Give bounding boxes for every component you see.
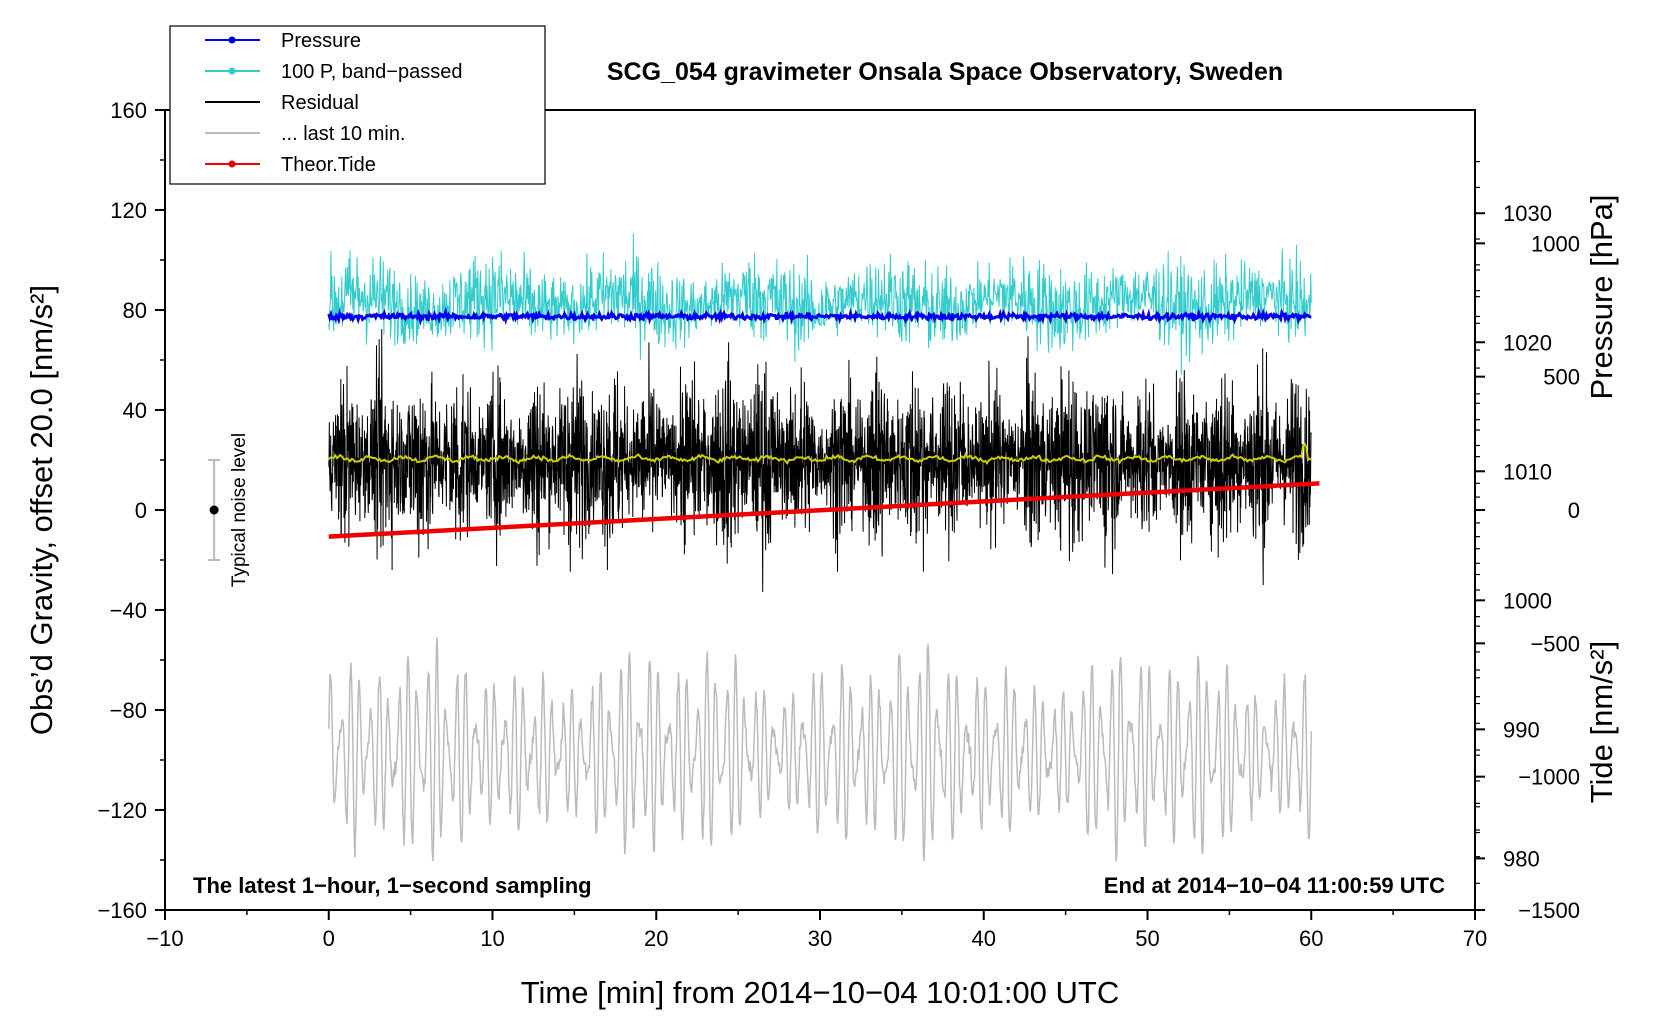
legend: Pressure 100 P, band−passed Residual ... la… [169, 25, 546, 185]
pressure-tick-label: 980 [1503, 846, 1540, 871]
y-tick-label: 80 [123, 298, 147, 323]
x-tick-label: 60 [1299, 926, 1323, 951]
noise-bar-center [209, 505, 219, 515]
pressure-tick-label: 990 [1503, 717, 1540, 742]
legend-label: Pressure [281, 30, 361, 52]
chart-title: SCG_054 gravimeter Onsala Space Observat… [607, 58, 1283, 86]
tide-tick-label: 1000 [1531, 231, 1580, 256]
y-tick-label: −120 [97, 798, 147, 823]
noise-bar-label: Typical noise level [229, 433, 250, 587]
legend-label: ... last 10 min. [281, 123, 406, 145]
x-tick-label: 40 [972, 926, 996, 951]
legend-label: 100 P, band−passed [281, 61, 462, 83]
x-tick-label: 70 [1463, 926, 1487, 951]
y-tick-label: −40 [110, 598, 147, 623]
legend-item: Pressure [205, 30, 361, 52]
annotation-left: The latest 1−hour, 1−second sampling [193, 873, 592, 898]
y-tick-label: 160 [110, 98, 147, 123]
series-pressure [327, 306, 1312, 326]
legend-label: Theor.Tide [281, 154, 376, 176]
pressure-tick-label: 1020 [1503, 330, 1552, 355]
series-last-10-min [328, 637, 1313, 862]
legend-swatch-marker [228, 160, 236, 168]
legend-item: 100 P, band−passed [205, 61, 462, 83]
labels-layer: SCG_054 gravimeter Onsala Space Observat… [24, 58, 1619, 1010]
legend-swatch-marker [228, 36, 236, 44]
y-tick-label: −160 [97, 898, 147, 923]
y-tick-label: 40 [123, 398, 147, 423]
x-tick-label: −10 [146, 926, 183, 951]
legend-item: ... last 10 min. [205, 123, 406, 145]
x-tick-label: 30 [808, 926, 832, 951]
legend-item: Theor.Tide [205, 154, 376, 176]
legend-box [169, 25, 546, 185]
series-band-passed-pressure [328, 233, 1312, 375]
y-tick-label: −80 [110, 698, 147, 723]
tide-tick-label: −1500 [1518, 898, 1580, 923]
series-layer [208, 233, 1320, 862]
series-residual-smoothed [328, 442, 1312, 466]
series-theoretical-tide [328, 481, 1320, 539]
x-tick-label: 10 [480, 926, 504, 951]
y-axis-label-pressure: Pressure [hPa] [1584, 194, 1619, 399]
annotation-right: End at 2014−10−04 11:00:59 UTC [1104, 873, 1445, 898]
x-tick-label: 0 [323, 926, 335, 951]
x-tick-label: 20 [644, 926, 668, 951]
pressure-tick-label: 1010 [1503, 459, 1552, 484]
x-tick-label: 50 [1135, 926, 1159, 951]
y-axis-label-left: Obs’d Gravity, offset 20.0 [nm/s²] [24, 285, 59, 735]
y-tick-label: 0 [135, 498, 147, 523]
tide-tick-label: −1000 [1518, 765, 1580, 790]
legend-label: Residual [281, 92, 359, 114]
y-axis-label-tide: Tide [nm/s²] [1584, 641, 1619, 804]
legend-item: Residual [205, 92, 359, 114]
ticks-layer: −10 0 10 20 30 40 50 60 7016012080400−40−80−120−… [97, 98, 1580, 951]
pressure-tick-label: 1030 [1503, 201, 1552, 226]
tide-tick-label: −500 [1530, 631, 1580, 656]
legend-swatch-marker [228, 67, 236, 75]
x-axis-label: Time [min] from 2014−10−04 10:01:00 UTC [521, 975, 1120, 1010]
tide-tick-label: 0 [1568, 498, 1580, 523]
pressure-tick-label: 1000 [1503, 588, 1552, 613]
y-tick-label: 120 [110, 198, 147, 223]
tide-tick-label: 500 [1543, 365, 1580, 390]
noise-bar [208, 459, 221, 561]
